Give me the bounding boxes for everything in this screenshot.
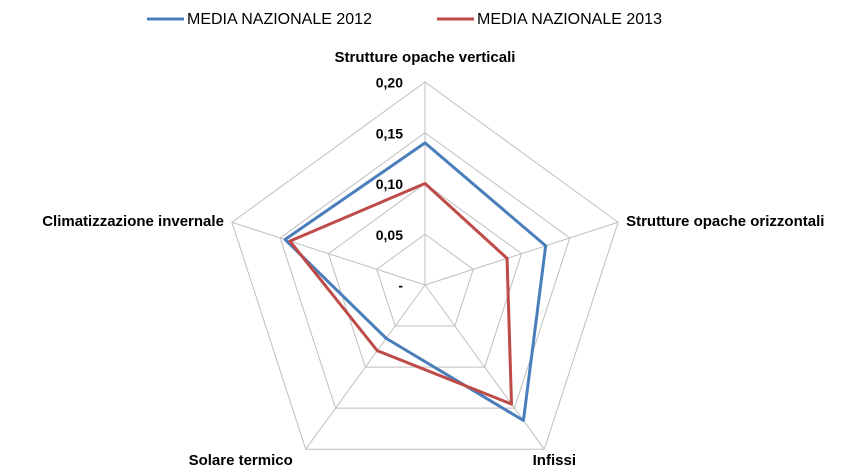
legend-label: MEDIA NAZIONALE 2012: [187, 11, 372, 28]
grid-ring: [327, 182, 523, 368]
category-label: Solare termico: [189, 452, 293, 467]
spoke: [424, 284, 545, 450]
tick-label: -: [398, 278, 403, 294]
series-line: [288, 182, 514, 406]
legend-label: MEDIA NAZIONALE 2013: [477, 11, 662, 28]
category-label: Strutture opache verticali: [335, 49, 516, 66]
tick-label: 0,15: [376, 125, 403, 141]
tick-label: 0,20: [376, 75, 403, 91]
spoke: [231, 221, 426, 286]
category-label: Climatizzazione invernale: [42, 213, 224, 230]
spoke: [424, 221, 619, 286]
series-line: [283, 141, 548, 422]
grid-ring: [231, 81, 619, 450]
category-label: Infissi: [533, 452, 576, 467]
tick-label: 0,05: [376, 227, 403, 243]
spoke: [305, 284, 426, 450]
grid-ring: [376, 233, 474, 327]
grid-ring: [279, 132, 571, 409]
category-label: Strutture opache orizzontali: [626, 213, 824, 230]
tick-label: 0,10: [376, 176, 403, 192]
